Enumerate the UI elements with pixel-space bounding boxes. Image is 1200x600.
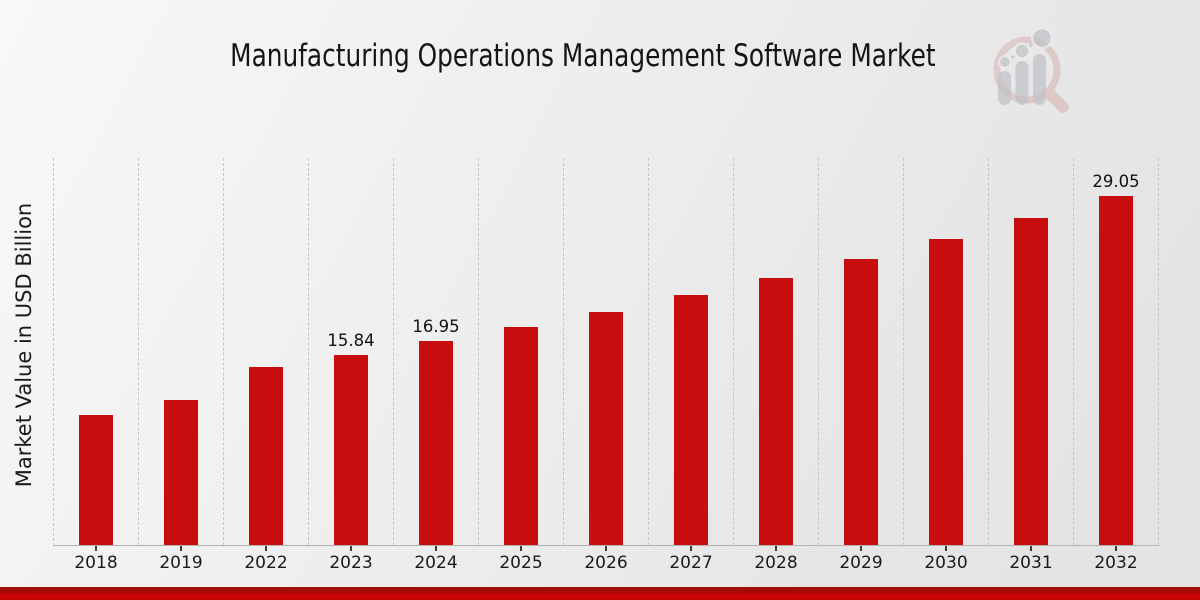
magnifier-handle <box>1043 87 1069 113</box>
logo-bar-mid <box>1015 61 1029 105</box>
x-axis-tick-2023 <box>350 546 352 551</box>
x-axis-tick-2022 <box>265 546 267 551</box>
x-tick-label-2026: 2026 <box>584 553 628 573</box>
bar-cell-2019: 2019 <box>139 158 224 573</box>
x-tick-label-2022: 2022 <box>244 553 288 573</box>
bar-2032 <box>1099 196 1133 545</box>
bar-cell-2023: 15.84 2023 <box>309 158 394 573</box>
x-tick-label-2031: 2031 <box>1009 553 1053 573</box>
x-tick-label-2032: 2032 <box>1094 553 1138 573</box>
x-axis-tick-2018 <box>95 546 97 551</box>
chart-title-text: Manufacturing Operations Management Soft… <box>229 38 936 74</box>
bar-2023 <box>334 355 368 545</box>
bar-cell-2026: 2026 <box>564 158 649 573</box>
x-tick-label-2025: 2025 <box>499 553 543 573</box>
bar-cell-2031: 2031 <box>989 158 1074 573</box>
bar-cell-2027: 2027 <box>649 158 734 573</box>
logo-dot-small <box>997 54 1013 70</box>
logo-dot-mid <box>1013 42 1031 60</box>
bar-2024 <box>419 341 453 545</box>
bar-cell-2018: 2018 <box>54 158 139 573</box>
bar-2025 <box>504 327 538 545</box>
x-axis-tick-2032 <box>1115 546 1117 551</box>
logo-bar-short <box>998 71 1011 105</box>
logo-dot-large <box>1030 26 1054 50</box>
x-axis-tick-2019 <box>180 546 182 551</box>
bar-2019 <box>164 400 198 545</box>
x-axis-tick-2029 <box>860 546 862 551</box>
bar-value-label-2032: 29.05 <box>1092 171 1140 191</box>
bar-cell-2032: 29.05 2032 <box>1074 158 1159 573</box>
y-axis-label: Market Value in USD Billion <box>12 202 36 488</box>
bar-value-label-2023: 15.84 <box>327 330 375 350</box>
bar-2022 <box>249 367 283 545</box>
bar-2031 <box>1014 218 1048 545</box>
bar-2027 <box>674 295 708 545</box>
bar-cell-2022: 2022 <box>224 158 309 573</box>
x-tick-label-2019: 2019 <box>159 553 203 573</box>
x-tick-label-2023: 2023 <box>329 553 373 573</box>
magnifier-growth-chart-icon <box>993 26 1069 113</box>
logo-bar-tall <box>1033 54 1046 105</box>
x-axis-tick-2026 <box>605 546 607 551</box>
x-tick-label-2018: 2018 <box>74 553 118 573</box>
bar-2018 <box>79 415 113 545</box>
bottom-accent-banner <box>0 587 1200 600</box>
x-axis-tick-2030 <box>945 546 947 551</box>
x-axis-tick-2028 <box>775 546 777 551</box>
bar-2026 <box>589 312 623 545</box>
bar-2030 <box>929 239 963 545</box>
x-axis-tick-2025 <box>520 546 522 551</box>
bar-2028 <box>759 278 793 545</box>
bar-value-label-2024: 16.95 <box>412 316 460 336</box>
chart-title: Manufacturing Operations Management Soft… <box>0 40 1165 73</box>
x-tick-label-2029: 2029 <box>839 553 883 573</box>
bar-cell-2028: 2028 <box>734 158 819 573</box>
bar-cell-2030: 2030 <box>904 158 989 573</box>
x-tick-label-2024: 2024 <box>414 553 458 573</box>
x-axis-tick-2027 <box>690 546 692 551</box>
bar-cell-2029: 2029 <box>819 158 904 573</box>
x-tick-label-2030: 2030 <box>924 553 968 573</box>
bar-cell-2024: 16.95 2024 <box>394 158 479 573</box>
bar-cell-2025: 2025 <box>479 158 564 573</box>
plot-area: 2018 2019 2022 15.84 2023 16.95 2024 2025 2026 20… <box>53 158 1159 573</box>
x-tick-label-2027: 2027 <box>669 553 713 573</box>
x-axis-tick-2024 <box>435 546 437 551</box>
x-axis-tick-2031 <box>1030 546 1032 551</box>
bar-2029 <box>844 259 878 545</box>
x-tick-label-2028: 2028 <box>754 553 798 573</box>
